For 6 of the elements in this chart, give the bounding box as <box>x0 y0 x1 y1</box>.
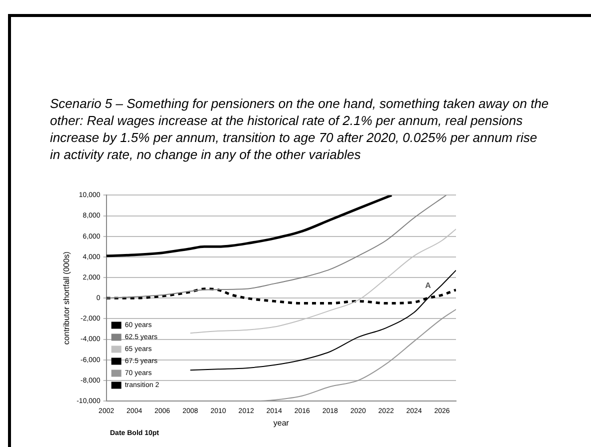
y-axis-title: contributor shortfall (000s) <box>62 251 72 345</box>
line-series <box>106 195 393 258</box>
annotation: A <box>425 280 432 290</box>
x-axis-title: year <box>273 418 290 428</box>
line-series <box>260 308 456 401</box>
chart-title: Scenario 5 – Something for pensioners on the one hand, something taken away on the other: Real wages increase at the historical rate of 2.1% per annum, real pensions increase by 1.5% per annum, transition to age 70 after 2020, 0.025% per annum rise in activity rate, no change in any of the other variables <box>50 95 550 163</box>
